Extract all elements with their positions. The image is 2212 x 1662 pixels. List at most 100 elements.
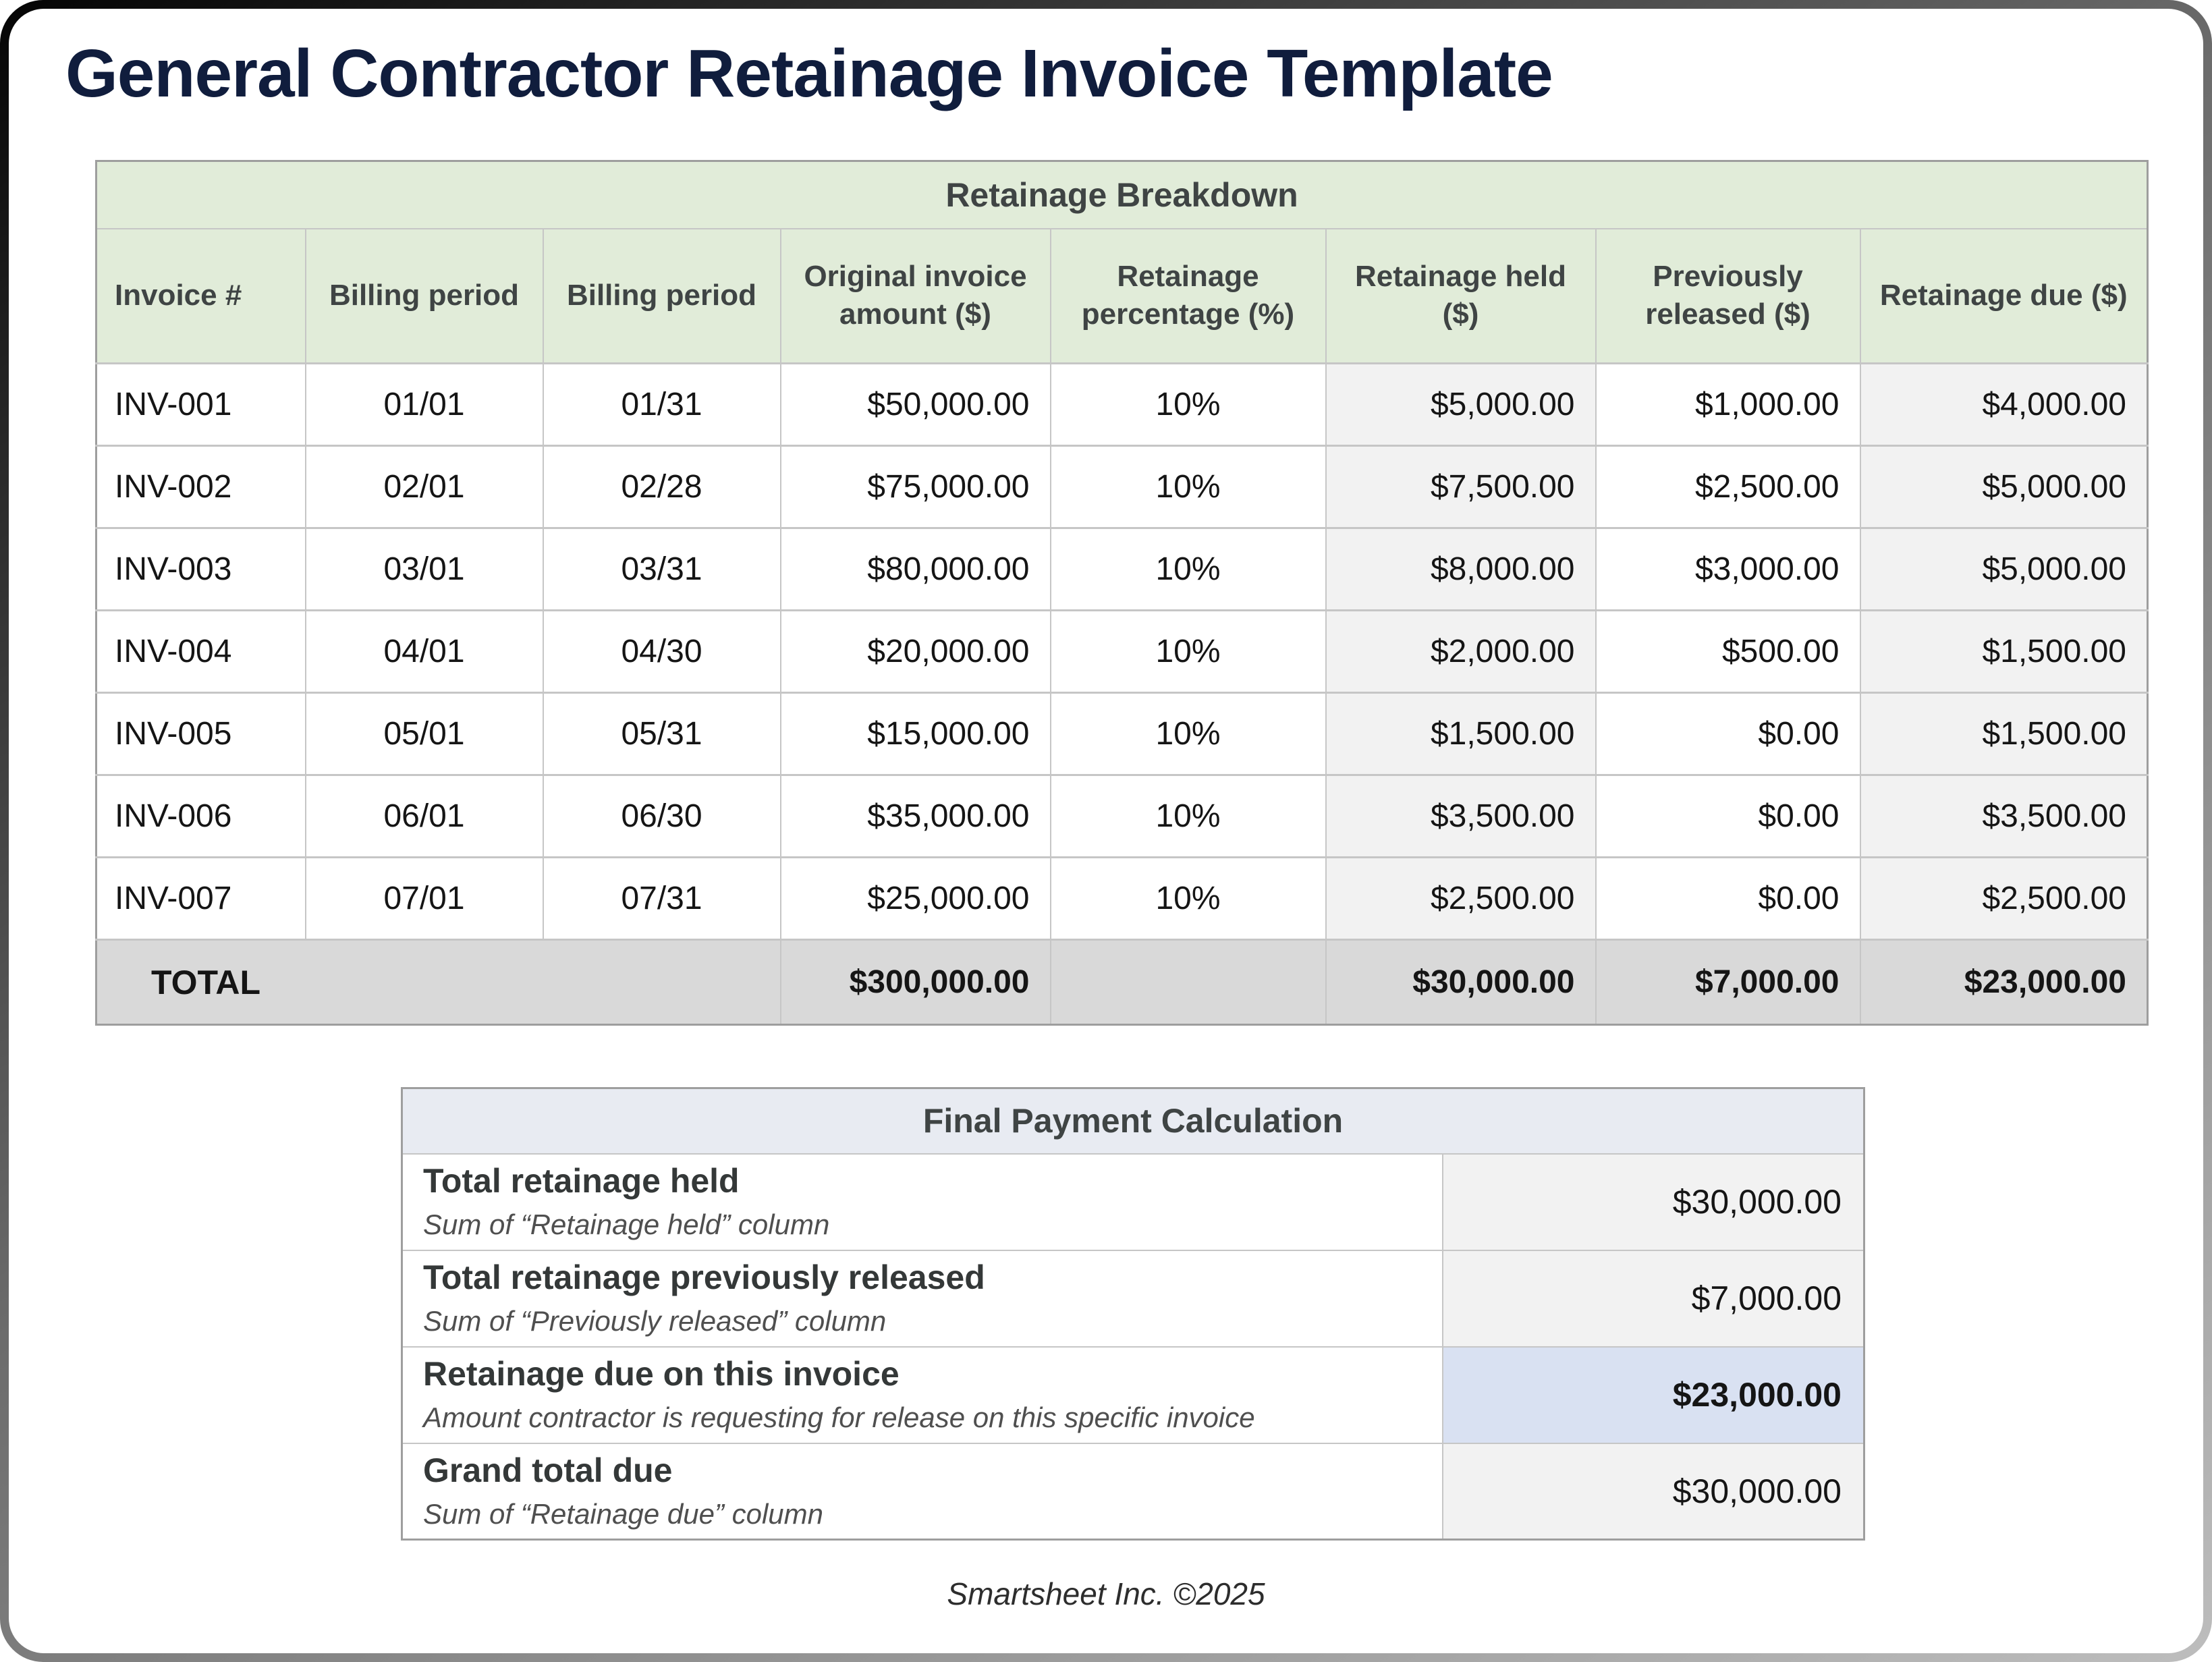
invoice-number-cell: INV-007 bbox=[95, 856, 306, 941]
footer-credit: Smartsheet Inc. ©2025 bbox=[947, 1576, 1265, 1611]
invoice-row: INV-007 07/01 07/31 $25,000.00 10% $2,50… bbox=[95, 856, 2149, 941]
original-amount-cell: $20,000.00 bbox=[779, 609, 1051, 694]
col-header-retainage-percentage: Retainage percentage (%) bbox=[1049, 227, 1327, 364]
total-original-amount-cell: $300,000.00 bbox=[779, 939, 1051, 1026]
invoice-row: INV-006 06/01 06/30 $35,000.00 10% $3,50… bbox=[95, 774, 2149, 858]
col-header-billing-period-start: Billing period bbox=[304, 227, 544, 364]
final-payment-row: Total retainage held Sum of “Retainage h… bbox=[401, 1153, 1865, 1251]
breakdown-table-title: Retainage Breakdown bbox=[95, 160, 2149, 229]
final-payment-table: Final Payment Calculation Total retainag… bbox=[401, 1087, 1865, 1541]
total-retainage-due-cell: $23,000.00 bbox=[1859, 939, 2149, 1026]
invoice-number-cell: INV-004 bbox=[95, 609, 306, 694]
billing-end-cell: 07/31 bbox=[542, 856, 781, 941]
final-row-label-cell: Grand total due Sum of “Retainage due” c… bbox=[401, 1442, 1443, 1541]
final-payment-row: Retainage due on this invoice Amount con… bbox=[401, 1346, 1865, 1444]
invoice-row: INV-005 05/01 05/31 $15,000.00 10% $1,50… bbox=[95, 692, 2149, 776]
total-row: TOTAL $300,000.00 $30,000.00 $7,000.00 $… bbox=[95, 939, 2149, 1026]
retainage-pct-cell: 10% bbox=[1049, 692, 1327, 776]
final-row-label: Retainage due on this invoice bbox=[423, 1355, 900, 1393]
previously-released-cell: $1,000.00 bbox=[1595, 362, 1861, 447]
previously-released-cell: $500.00 bbox=[1595, 609, 1861, 694]
final-payment-title: Final Payment Calculation bbox=[401, 1087, 1865, 1155]
col-header-billing-period-end: Billing period bbox=[542, 227, 781, 364]
invoice-row: INV-002 02/01 02/28 $75,000.00 10% $7,50… bbox=[95, 445, 2149, 529]
breakdown-header-row: Invoice # Billing period Billing period … bbox=[95, 227, 2149, 364]
retainage-due-cell: $1,500.00 bbox=[1859, 609, 2149, 694]
page-title: General Contractor Retainage Invoice Tem… bbox=[65, 36, 1553, 111]
original-amount-cell: $35,000.00 bbox=[779, 774, 1051, 858]
document-page: General Contractor Retainage Invoice Tem… bbox=[9, 9, 2203, 1653]
previously-released-cell: $0.00 bbox=[1595, 856, 1861, 941]
final-payment-row: Grand total due Sum of “Retainage due” c… bbox=[401, 1442, 1865, 1541]
original-amount-cell: $80,000.00 bbox=[779, 527, 1051, 611]
total-label-cell: TOTAL bbox=[95, 939, 781, 1026]
retainage-pct-cell: 10% bbox=[1049, 445, 1327, 529]
retainage-held-cell: $2,000.00 bbox=[1325, 609, 1597, 694]
retainage-held-cell: $8,000.00 bbox=[1325, 527, 1597, 611]
previously-released-cell: $0.00 bbox=[1595, 692, 1861, 776]
billing-start-cell: 01/01 bbox=[304, 362, 544, 447]
billing-end-cell: 03/31 bbox=[542, 527, 781, 611]
invoice-row: INV-004 04/01 04/30 $20,000.00 10% $2,00… bbox=[95, 609, 2149, 694]
previously-released-cell: $3,000.00 bbox=[1595, 527, 1861, 611]
retainage-held-cell: $3,500.00 bbox=[1325, 774, 1597, 858]
retainage-breakdown-table: Retainage Breakdown Invoice # Billing pe… bbox=[95, 160, 2149, 1026]
invoice-row: INV-003 03/01 03/31 $80,000.00 10% $8,00… bbox=[95, 527, 2149, 611]
billing-end-cell: 04/30 bbox=[542, 609, 781, 694]
final-row-value-cell-highlighted: $23,000.00 bbox=[1441, 1346, 1865, 1444]
invoice-row: INV-001 01/01 01/31 $50,000.00 10% $5,00… bbox=[95, 362, 2149, 447]
billing-end-cell: 06/30 bbox=[542, 774, 781, 858]
final-row-label-cell: Total retainage held Sum of “Retainage h… bbox=[401, 1153, 1443, 1251]
final-row-note: Sum of “Retainage due” column bbox=[423, 1497, 823, 1530]
total-previously-released-cell: $7,000.00 bbox=[1595, 939, 1861, 1026]
retainage-held-cell: $1,500.00 bbox=[1325, 692, 1597, 776]
previously-released-cell: $0.00 bbox=[1595, 774, 1861, 858]
final-row-note: Sum of “Retainage held” column bbox=[423, 1208, 830, 1240]
retainage-pct-cell: 10% bbox=[1049, 609, 1327, 694]
billing-end-cell: 01/31 bbox=[542, 362, 781, 447]
retainage-pct-cell: 10% bbox=[1049, 774, 1327, 858]
original-amount-cell: $75,000.00 bbox=[779, 445, 1051, 529]
invoice-number-cell: INV-005 bbox=[95, 692, 306, 776]
retainage-held-cell: $5,000.00 bbox=[1325, 362, 1597, 447]
retainage-due-cell: $5,000.00 bbox=[1859, 445, 2149, 529]
retainage-pct-cell: 10% bbox=[1049, 527, 1327, 611]
retainage-pct-cell: 10% bbox=[1049, 362, 1327, 447]
final-row-label: Total retainage held bbox=[423, 1162, 740, 1200]
billing-start-cell: 06/01 bbox=[304, 774, 544, 858]
billing-start-cell: 05/01 bbox=[304, 692, 544, 776]
col-header-original-invoice-amount: Original invoice amount ($) bbox=[779, 227, 1051, 364]
original-amount-cell: $50,000.00 bbox=[779, 362, 1051, 447]
final-payment-title-row: Final Payment Calculation bbox=[401, 1087, 1865, 1155]
final-row-label-cell: Total retainage previously released Sum … bbox=[401, 1249, 1443, 1348]
billing-start-cell: 07/01 bbox=[304, 856, 544, 941]
billing-start-cell: 02/01 bbox=[304, 445, 544, 529]
invoice-number-cell: INV-001 bbox=[95, 362, 306, 447]
retainage-pct-cell: 10% bbox=[1049, 856, 1327, 941]
final-row-note: Amount contractor is requesting for rele… bbox=[423, 1401, 1255, 1433]
billing-end-cell: 05/31 bbox=[542, 692, 781, 776]
invoice-number-cell: INV-006 bbox=[95, 774, 306, 858]
retainage-due-cell: $4,000.00 bbox=[1859, 362, 2149, 447]
original-amount-cell: $15,000.00 bbox=[779, 692, 1051, 776]
retainage-held-cell: $7,500.00 bbox=[1325, 445, 1597, 529]
total-retainage-held-cell: $30,000.00 bbox=[1325, 939, 1597, 1026]
previously-released-cell: $2,500.00 bbox=[1595, 445, 1861, 529]
final-row-value-cell: $30,000.00 bbox=[1441, 1442, 1865, 1541]
retainage-due-cell: $2,500.00 bbox=[1859, 856, 2149, 941]
final-row-note: Sum of “Previously released” column bbox=[423, 1304, 887, 1337]
final-row-value-cell: $30,000.00 bbox=[1441, 1153, 1865, 1251]
invoice-number-cell: INV-003 bbox=[95, 527, 306, 611]
total-retainage-pct-cell bbox=[1049, 939, 1327, 1026]
final-payment-row: Total retainage previously released Sum … bbox=[401, 1249, 1865, 1348]
invoice-number-cell: INV-002 bbox=[95, 445, 306, 529]
col-header-retainage-held: Retainage held ($) bbox=[1325, 227, 1597, 364]
billing-end-cell: 02/28 bbox=[542, 445, 781, 529]
col-header-invoice-number: Invoice # bbox=[95, 227, 306, 364]
breakdown-title-row: Retainage Breakdown bbox=[95, 160, 2149, 229]
final-row-value-cell: $7,000.00 bbox=[1441, 1249, 1865, 1348]
original-amount-cell: $25,000.00 bbox=[779, 856, 1051, 941]
final-row-label: Total retainage previously released bbox=[423, 1258, 985, 1297]
retainage-due-cell: $1,500.00 bbox=[1859, 692, 2149, 776]
